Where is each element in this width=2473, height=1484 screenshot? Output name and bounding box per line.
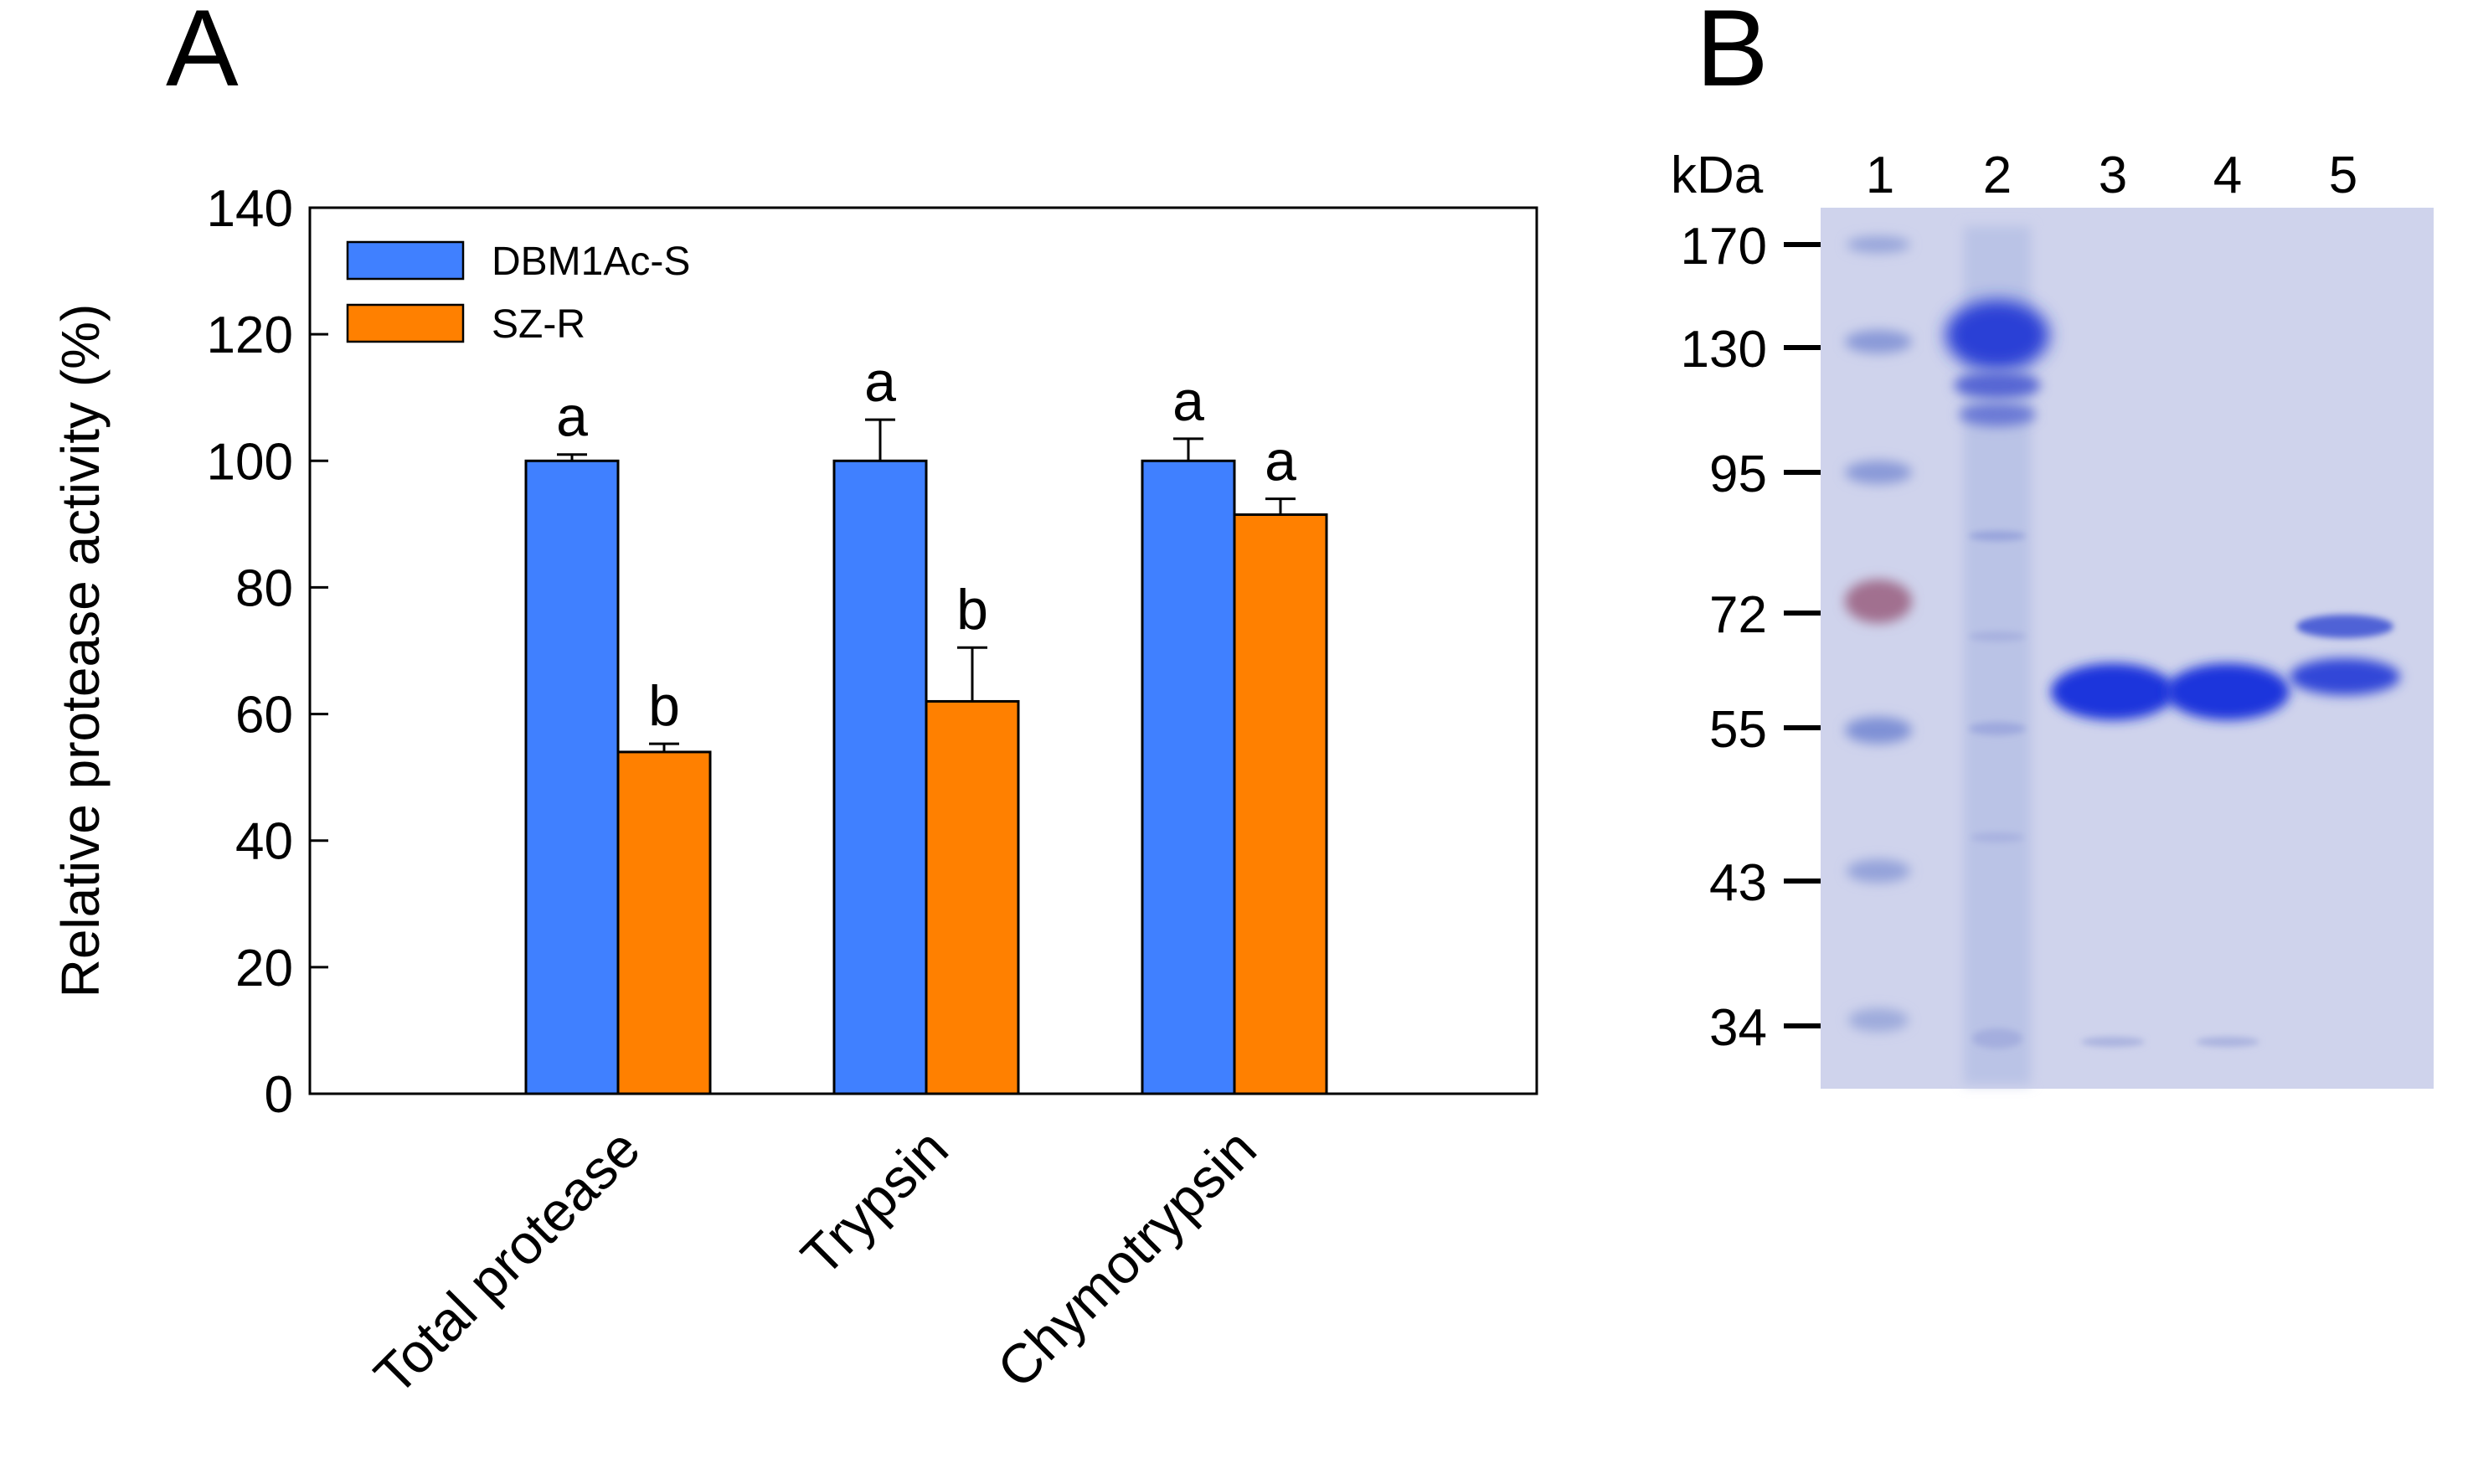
marker-43: 43 — [1709, 854, 1821, 912]
y-tick-label: 60 — [235, 687, 293, 745]
lane-label-5: 5 — [2329, 147, 2357, 204]
lane-label-4: 4 — [2213, 147, 2242, 204]
lane-4-purified — [2166, 663, 2290, 1047]
marker-label-43: 43 — [1709, 854, 1767, 912]
legend-label-dbm1ac-s: DBM1Ac-S — [492, 240, 690, 284]
bar-sz-r-chymotrypsin — [1233, 513, 1328, 1095]
y-tick-label: 80 — [235, 559, 293, 617]
y-tick-label: 20 — [235, 940, 293, 997]
lane-5-doublet — [2290, 615, 2400, 695]
panel-b-letter: B — [1696, 0, 1769, 109]
lane-2-crude — [1945, 226, 2049, 1085]
marker-170: 170 — [1681, 218, 1821, 276]
x-category-label: Total protease — [362, 1117, 651, 1406]
gel-image — [1821, 208, 2434, 1089]
bar-dbm1ac-s-trypsin — [832, 459, 928, 1095]
lane-label-1: 1 — [1866, 147, 1894, 204]
marker-95: 95 — [1709, 446, 1821, 503]
marker-label-170: 170 — [1681, 218, 1767, 276]
bar-dbm1ac-s-total-protease — [524, 459, 620, 1095]
marker-label-72: 72 — [1709, 586, 1767, 644]
significance-label: a — [1265, 430, 1296, 493]
panel-b-gel: B kDa 1 2 3 4 5 170 130 95 72 55 43 — [1671, 0, 2434, 1089]
legend: DBM1Ac-S SZ-R — [346, 240, 690, 347]
x-category-label: Chymotrypsin — [985, 1117, 1268, 1400]
marker-label-55: 55 — [1709, 701, 1767, 759]
bar-sz-r-total-protease — [616, 750, 712, 1095]
x-axis: Total protease Trypsin Chymotrypsin — [362, 1075, 1268, 1406]
lane-label-3: 3 — [2099, 147, 2127, 204]
panel-a-letter: A — [166, 0, 239, 109]
significance-label: b — [956, 578, 988, 642]
legend-swatch-dbm1ac-s — [346, 240, 465, 281]
significance-label: a — [1172, 369, 1204, 433]
legend-swatch-sz-r — [346, 303, 465, 343]
bar-sz-r-trypsin — [925, 699, 1020, 1095]
lane-1-ladder — [1845, 236, 1912, 1032]
marker-34: 34 — [1709, 999, 1821, 1057]
marker-130: 130 — [1681, 321, 1821, 379]
y-tick-label: 140 — [207, 180, 293, 238]
legend-label-sz-r: SZ-R — [492, 302, 585, 347]
marker-55: 55 — [1709, 701, 1821, 759]
marker-label-130: 130 — [1681, 321, 1767, 379]
lane-label-2: 2 — [1983, 147, 2012, 204]
significance-label: a — [864, 350, 896, 414]
y-axis: 0 20 40 60 80 100 120 140 — [207, 180, 328, 1124]
marker-label-34: 34 — [1709, 999, 1767, 1057]
significance-label: b — [648, 674, 680, 738]
y-tick-label: 120 — [207, 307, 293, 364]
y-tick-label: 40 — [235, 813, 293, 871]
marker-label-95: 95 — [1709, 446, 1767, 503]
panel-a-bar-chart: A 0 20 40 60 80 100 120 140 Relative protease a… — [50, 0, 1538, 1406]
gel-background — [1821, 208, 2434, 1089]
y-tick-label: 100 — [207, 433, 293, 491]
y-tick-label: 0 — [265, 1066, 293, 1124]
lane-3-purified — [2051, 663, 2175, 1047]
y-axis-title: Relative protease activity (%) — [50, 304, 111, 998]
kda-unit-label: kDa — [1671, 147, 1764, 204]
bar-dbm1ac-s-chymotrypsin — [1141, 459, 1236, 1095]
significance-label: a — [556, 385, 588, 449]
marker-72: 72 — [1709, 586, 1821, 644]
x-category-label: Trypsin — [789, 1117, 960, 1288]
